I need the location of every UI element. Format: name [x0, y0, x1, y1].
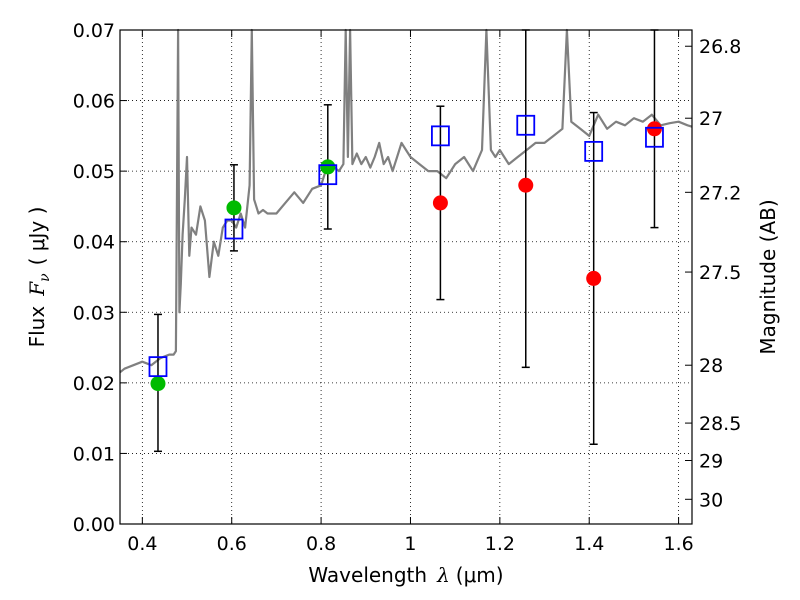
- right-tick-label: 27: [699, 108, 723, 130]
- x-tick-label: 1.2: [485, 533, 515, 555]
- right-tick-label: 28: [699, 355, 723, 377]
- observed-point: [226, 200, 242, 216]
- y-tick-label: 0.02: [73, 373, 115, 395]
- synthetic-square: [645, 126, 664, 148]
- x-axis-label: Wavelength λ (μm): [308, 563, 503, 587]
- synthetic-square: [516, 114, 536, 136]
- observed-point: [646, 121, 662, 137]
- y-tick-label: 0.06: [73, 91, 115, 113]
- x-tick-label: 0.4: [127, 533, 157, 555]
- right-axis-label: Magnitude (AB): [756, 199, 780, 354]
- observed-point: [432, 195, 448, 211]
- x-tick-label: 0.8: [306, 533, 336, 555]
- observed-point: [518, 177, 534, 193]
- right-tick-label: 26.8: [699, 36, 741, 58]
- synthetic-square: [318, 164, 338, 186]
- right-tick-label: 27.2: [699, 182, 741, 204]
- right-tick-label: 28.5: [699, 413, 741, 435]
- right-tick-label: 30: [699, 489, 723, 511]
- y-tick-label: 0.00: [73, 514, 115, 536]
- right-tick-label: 29: [699, 450, 723, 472]
- synthetic-square: [224, 218, 244, 240]
- synthetic-square: [431, 125, 450, 147]
- x-tick-label: 0.6: [217, 533, 247, 555]
- y-tick-label: 0.05: [73, 161, 115, 183]
- synthetic-square: [584, 140, 604, 162]
- x-tick-label: 1: [404, 533, 416, 555]
- y-tick-label: 0.07: [73, 20, 115, 42]
- y-axis-label: FluxFν( μJy ): [25, 207, 53, 348]
- tick-labels: 0.4 0.6 0.8 1 1.2 1.4 1.6 0.00 0.01 0.02 0.03 0.04 0…: [73, 20, 742, 555]
- synthetic-square: [148, 356, 168, 378]
- observed-point: [586, 270, 602, 286]
- y-tick-label: 0.03: [73, 302, 115, 324]
- y-tick-label: 0.01: [73, 443, 115, 465]
- points-layer: [150, 121, 662, 392]
- plot-area: [120, 30, 692, 524]
- ticks: [120, 29, 692, 525]
- synthetic-squares-layer: [148, 114, 664, 378]
- y-tick-label: 0.04: [73, 232, 115, 254]
- x-tick-label: 1.4: [574, 533, 604, 555]
- right-tick-label: 27.5: [699, 262, 741, 284]
- observed-point: [150, 376, 166, 392]
- x-tick-label: 1.6: [663, 533, 693, 555]
- plot-frame: [119, 29, 693, 525]
- observed-point: [320, 159, 336, 175]
